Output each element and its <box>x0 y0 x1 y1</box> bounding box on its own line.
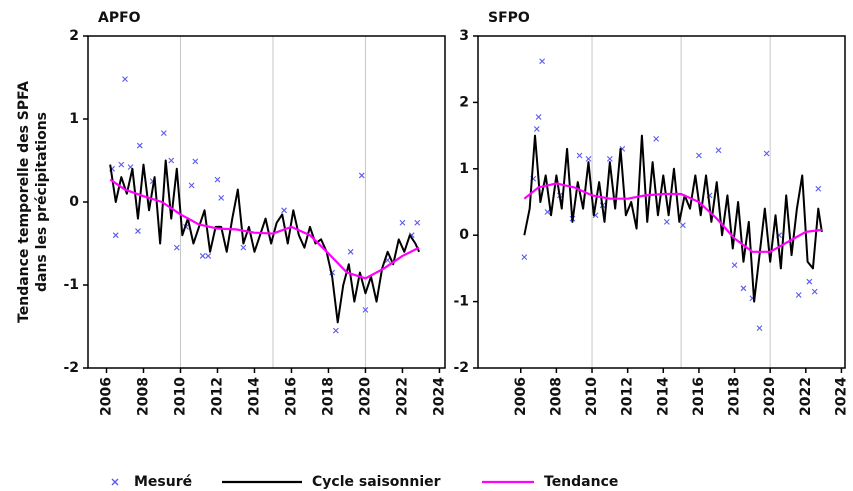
plot-frame <box>477 35 846 369</box>
legend-label: Mesuré <box>134 474 192 490</box>
y-tick-label: 1 <box>69 111 79 127</box>
chart-title: SFPO <box>488 10 530 26</box>
data-point <box>281 207 287 214</box>
data-point <box>358 172 365 179</box>
series-line <box>109 178 420 280</box>
x-tick-label: 2014 <box>655 377 671 416</box>
data-point <box>715 147 722 154</box>
y-tick-label: 1 <box>459 161 469 177</box>
y-tick-label: 0 <box>459 227 469 243</box>
data-point <box>533 126 540 132</box>
x-tick-label: 2010 <box>584 377 600 416</box>
data-point <box>806 278 813 285</box>
data-point <box>763 150 770 157</box>
legend-label: Cycle saisonnier <box>312 474 441 490</box>
y-axis-label: dans les précipitations <box>34 112 50 292</box>
y-tick-label: 3 <box>459 28 469 44</box>
data-point <box>160 130 167 136</box>
x-tick-label: 2008 <box>135 377 151 416</box>
data-point <box>362 307 369 313</box>
data-point <box>795 292 802 298</box>
data-point <box>606 155 613 162</box>
data-point <box>118 161 125 168</box>
series-line <box>523 182 822 253</box>
series-line <box>523 134 823 303</box>
data-point <box>740 285 747 292</box>
x-tick-label: 2022 <box>394 377 410 416</box>
x-tick-label: 2008 <box>548 377 564 416</box>
y-tick-label: 0 <box>69 194 79 210</box>
data-point <box>414 219 421 226</box>
data-point <box>122 76 128 83</box>
data-point <box>168 157 175 164</box>
x-tick-label: 2006 <box>98 377 114 416</box>
data-point <box>576 152 583 159</box>
data-point <box>815 185 822 192</box>
x-tick-label: 2020 <box>357 377 373 416</box>
data-point <box>696 152 702 159</box>
plot-frame <box>87 35 446 369</box>
data-point <box>544 209 551 215</box>
x-tick-label: 2010 <box>172 377 188 416</box>
x-tick-label: 2016 <box>691 377 707 416</box>
data-point <box>240 244 247 251</box>
data-point <box>218 194 225 201</box>
data-point <box>214 176 221 183</box>
x-tick-label: 2018 <box>320 377 336 416</box>
data-point <box>679 222 686 229</box>
data-point <box>332 327 339 334</box>
chart-title: APFO <box>98 10 141 26</box>
data-point <box>192 158 199 165</box>
y-tick-label: -1 <box>453 294 469 310</box>
x-tick-label: 2020 <box>762 377 778 416</box>
x-tick-label: 2016 <box>283 377 299 416</box>
y-tick-label: -1 <box>63 277 79 293</box>
x-tick-label: 2024 <box>833 377 849 416</box>
data-point <box>663 219 670 225</box>
x-tick-label: 2012 <box>620 377 636 416</box>
x-tick-label: 2022 <box>798 377 814 416</box>
data-point <box>653 136 660 142</box>
y-tick-label: 2 <box>69 28 79 44</box>
y-tick-label: -2 <box>63 360 79 376</box>
data-point <box>347 248 354 255</box>
data-point <box>112 232 119 239</box>
x-tick-label: 2012 <box>209 377 225 416</box>
data-point <box>399 219 406 226</box>
data-point <box>756 325 763 332</box>
data-point <box>539 58 546 65</box>
data-point <box>535 114 542 120</box>
data-point <box>136 142 143 149</box>
x-tick-label: 2018 <box>727 377 743 416</box>
data-point <box>135 228 141 234</box>
data-point <box>199 253 206 259</box>
data-point <box>811 288 818 295</box>
y-axis-label: Tendance temporelle des SPFA <box>16 81 32 323</box>
data-point <box>173 244 180 251</box>
data-point <box>188 182 195 189</box>
data-point <box>205 253 212 259</box>
legend-marker <box>111 478 119 486</box>
data-point <box>585 155 592 162</box>
y-tick-label: 2 <box>459 94 469 110</box>
data-point <box>731 262 738 268</box>
x-tick-label: 2024 <box>431 377 447 416</box>
data-point <box>521 254 528 261</box>
series-line <box>109 159 421 324</box>
legend-label: Tendance <box>544 474 618 490</box>
x-tick-label: 2014 <box>246 377 262 416</box>
y-tick-label: -2 <box>453 360 469 376</box>
x-tick-label: 2006 <box>513 377 529 416</box>
